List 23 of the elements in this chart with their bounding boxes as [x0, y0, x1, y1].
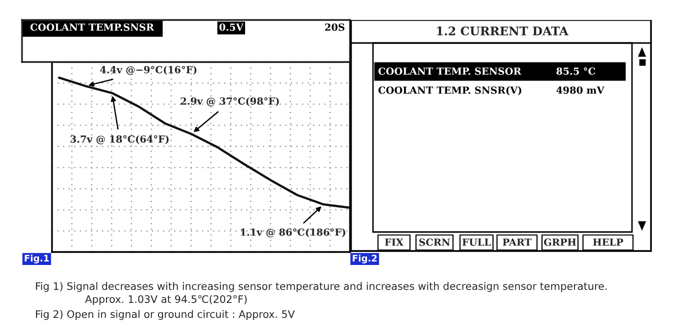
text: 4980 mV: [556, 86, 604, 94]
chart-title: COOLANT TEMP.SNSR: [30, 23, 154, 31]
text: 4.4v @−9°C(16°F): [100, 66, 196, 75]
text: GRPH: [544, 238, 576, 246]
text: FIX: [384, 238, 404, 246]
text: PART: [502, 238, 532, 246]
text: COOLANT TEMP. SNSR(V): [378, 86, 522, 96]
text: Approx. 1.03V at 94.5℃(202°F): [85, 295, 247, 305]
caption: Fig.1: [24, 254, 49, 264]
text: HELP: [593, 238, 624, 246]
text: 1.2 CURRENT DATA: [437, 26, 568, 36]
annotation: 3.7v @ 18°C(64°F): [70, 135, 169, 144]
caption: Fig 2) Open in signal or ground circuit : Approx. 5V: [36, 310, 295, 320]
caption: Fig.2: [352, 254, 377, 264]
annotation: 1.1v @ 86°C(186°F): [240, 228, 346, 238]
text: 20S: [325, 23, 344, 31]
caption: Fig 1) Signal decreases with increasing sensor temperature and increases with decreasign sensor temperature.: [36, 282, 607, 292]
text: 0.5V: [219, 23, 244, 31]
text: SCRN: [419, 238, 450, 246]
annotation: 2.9v @ 37°C(98°F): [180, 97, 279, 106]
text: COOLANT TEMP. SENSOR: [378, 67, 522, 75]
text: FULL: [462, 238, 491, 246]
text: 85.5 °C: [556, 67, 596, 75]
